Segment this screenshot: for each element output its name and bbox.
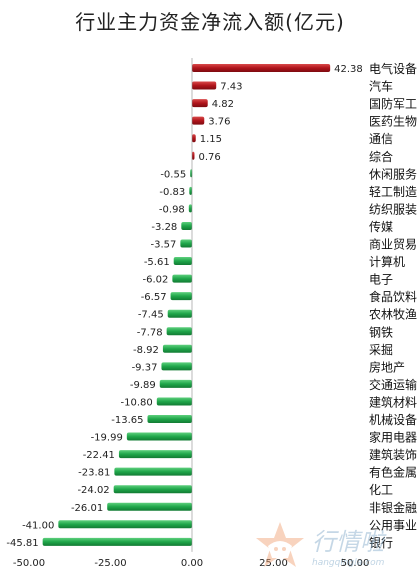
bars-group: [42, 64, 331, 546]
bar-轻工制造: [189, 186, 192, 195]
value-label: -0.83: [159, 187, 185, 198]
category-label: 银行: [369, 536, 393, 550]
category-label: 钢铁: [369, 325, 393, 339]
bar-纺织服装: [188, 204, 192, 213]
chart-title: 行业主力资金净流入额(亿元): [75, 10, 345, 34]
value-label: -6.57: [141, 292, 167, 303]
bar-家用电器: [126, 432, 192, 441]
category-label: 通信: [369, 132, 393, 146]
bar-钢铁: [166, 327, 192, 336]
bar-汽车: [192, 81, 217, 90]
bar-电子: [172, 274, 192, 283]
category-label: 汽车: [369, 79, 393, 94]
x-tick-label: -25.00: [94, 558, 126, 569]
bar-计算机: [173, 257, 192, 266]
bar-房地产: [161, 362, 192, 371]
x-tick-label: 50.00: [341, 558, 370, 569]
category-label: 房地产: [369, 359, 405, 374]
value-label: -3.28: [151, 222, 177, 233]
category-label: 食品饮料: [369, 289, 417, 304]
bar-采掘: [162, 344, 192, 353]
category-label: 计算机: [369, 254, 405, 269]
category-label: 休闲服务: [369, 166, 417, 181]
category-label: 建筑装饰: [369, 447, 417, 462]
value-label: 0.76: [198, 152, 220, 163]
value-label: -3.57: [150, 240, 176, 251]
bar-传媒: [181, 221, 192, 230]
value-label: -7.78: [137, 327, 163, 338]
bar-机械设备: [147, 415, 192, 423]
bar-医药生物: [192, 116, 205, 125]
category-label: 有色金属: [369, 465, 417, 480]
x-tick-label: 25.00: [259, 558, 288, 569]
bar-非银金融: [107, 502, 192, 511]
category-label: 家用电器: [369, 430, 417, 445]
value-label: -26.01: [71, 503, 103, 514]
value-label: 7.43: [220, 82, 242, 93]
bar-公用事业: [58, 520, 193, 529]
bull-logo-icon: [256, 522, 304, 567]
category-label: 采掘: [369, 342, 393, 357]
category-label: 医药生物: [369, 115, 417, 129]
value-label: -13.65: [111, 415, 143, 426]
category-label: 轻工制造: [369, 185, 417, 199]
category-label: 商业贸易: [369, 237, 417, 252]
bar-有色金属: [114, 467, 192, 476]
value-label: -9.37: [132, 362, 158, 373]
value-label: -0.98: [159, 204, 185, 215]
bar-综合: [192, 151, 195, 160]
category-label: 非银金融: [369, 500, 417, 515]
bar-银行: [42, 537, 193, 546]
value-label: -6.02: [142, 275, 168, 286]
value-label: -5.61: [144, 257, 170, 268]
category-label: 电气设备: [369, 61, 417, 76]
category-label: 农林牧渔: [369, 308, 417, 322]
value-label: 1.15: [200, 134, 222, 145]
value-label: -9.89: [130, 380, 156, 391]
category-label: 公用事业: [369, 518, 417, 532]
category-label: 机械设备: [369, 412, 417, 427]
category-label: 电子: [369, 273, 393, 287]
category-label: 综合: [369, 149, 393, 164]
category-label: 传媒: [369, 219, 393, 234]
bar-国防军工: [192, 99, 208, 108]
value-labels-group: 42.38 7.43 4.82 3.76 1.15 0.76 -0.55 -0.83 -0.98…: [6, 64, 362, 549]
category-labels-group: 电气设备汽车国防军工医药生物通信综合休闲服务轻工制造纺织服装传媒商业贸易计算机电…: [369, 61, 417, 550]
category-label: 国防军工: [369, 96, 417, 111]
bar-农林牧渔: [167, 309, 192, 318]
category-label: 化工: [369, 483, 393, 497]
bar-通信: [192, 134, 196, 143]
bar-交通运输: [159, 379, 192, 388]
category-label: 交通运输: [369, 377, 417, 392]
bar-建筑装饰: [118, 450, 192, 459]
value-label: -22.41: [83, 450, 115, 461]
value-label: -23.81: [78, 468, 110, 479]
watermark: 行情啦 hangqingla.com: [250, 518, 415, 578]
value-label: 42.38: [334, 64, 363, 75]
bar-商业贸易: [180, 239, 192, 248]
category-label: 纺织服装: [369, 202, 417, 216]
value-label: 3.76: [208, 117, 230, 128]
bar-食品饮料: [170, 292, 192, 301]
value-label: -45.81: [6, 538, 38, 549]
x-axis: -50.00 -25.00 0.00 25.00 50.00: [13, 58, 369, 569]
value-label: -24.02: [77, 485, 109, 496]
value-label: -8.92: [133, 345, 159, 356]
value-label: -19.99: [91, 433, 123, 444]
bar-电气设备: [192, 64, 331, 72]
value-label: -7.45: [138, 310, 164, 321]
value-label: -0.55: [160, 169, 186, 180]
x-tick-label: 0.00: [181, 558, 203, 569]
watermark-url: hangqingla.com: [312, 558, 385, 568]
category-label: 建筑材料: [369, 394, 417, 409]
value-label: -10.80: [121, 397, 153, 408]
watermark-brand: 行情啦: [312, 528, 384, 556]
bar-化工: [113, 485, 192, 494]
value-label: 4.82: [212, 99, 234, 110]
x-tick-label: -50.00: [13, 558, 45, 569]
bar-建筑材料: [156, 397, 192, 406]
value-label: -41.00: [22, 520, 54, 531]
